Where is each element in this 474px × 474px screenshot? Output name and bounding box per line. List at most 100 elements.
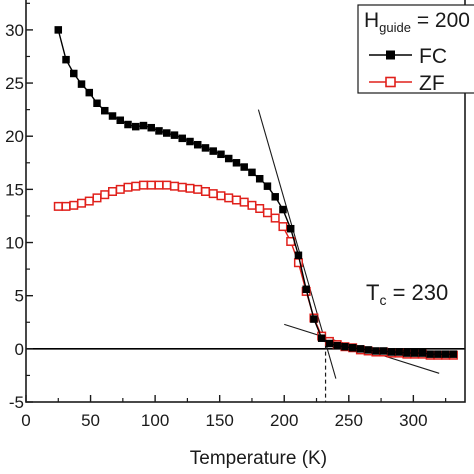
data-point <box>146 180 156 190</box>
data-point <box>208 189 218 199</box>
legend-label-zf: ZF <box>419 72 445 95</box>
y-tick-label: 20 <box>5 127 24 146</box>
data-point <box>186 137 194 146</box>
data-point <box>333 341 341 350</box>
data-point <box>263 182 272 190</box>
x-tick-label: 250 <box>335 411 363 430</box>
data-point <box>255 174 264 183</box>
data-point <box>395 348 403 356</box>
data-point <box>70 69 78 78</box>
data-point <box>100 190 110 200</box>
data-point <box>325 339 334 348</box>
x-tick-label: 200 <box>270 411 298 430</box>
data-point <box>84 196 94 206</box>
data-point <box>356 345 365 353</box>
legend-title-main: H <box>364 9 379 32</box>
legend-label-fc: FC <box>419 45 447 68</box>
data-point <box>139 121 148 130</box>
data-point <box>177 182 187 192</box>
data-point <box>85 88 94 97</box>
data-point <box>53 201 63 211</box>
x-tick-label: 100 <box>141 411 169 430</box>
data-point <box>108 186 118 196</box>
legend-marker-zf <box>385 76 396 88</box>
data-point <box>162 180 172 190</box>
data-point <box>132 122 140 131</box>
data-point <box>262 208 272 218</box>
data-point <box>379 347 388 355</box>
data-point <box>69 200 79 210</box>
tc-annotation-main: T <box>366 280 379 305</box>
data-point <box>279 205 287 214</box>
data-point <box>247 200 257 210</box>
data-point <box>193 140 202 149</box>
data-point <box>201 144 210 152</box>
data-point <box>364 346 372 354</box>
legend-title: Hguide = 200 <box>364 9 470 35</box>
data-point <box>77 80 86 88</box>
legend-title-value: = 200 <box>411 9 470 32</box>
series-line-fc <box>57 29 454 355</box>
data-point <box>170 131 179 139</box>
data-point <box>317 334 326 342</box>
legend-box <box>357 4 474 94</box>
data-point <box>302 285 310 294</box>
data-point <box>231 195 241 205</box>
data-point <box>434 350 442 358</box>
data-point <box>147 123 155 132</box>
data-point <box>426 350 434 358</box>
data-point <box>131 181 141 191</box>
data-point <box>449 350 458 358</box>
data-point <box>310 315 318 323</box>
data-point <box>92 193 102 203</box>
data-point <box>286 224 295 233</box>
data-point <box>418 349 427 357</box>
y-axis: -5 0 5 10 15 20 25 30 <box>5 2 33 412</box>
plot-frame <box>25 0 466 403</box>
data-point <box>372 347 380 355</box>
tc-annotation: Tc = 230 <box>366 280 448 308</box>
data-point <box>178 134 186 143</box>
x-axis-title: Temperature (K) <box>190 448 327 469</box>
legend-entries: FC ZF <box>369 45 447 95</box>
x-axis: 0 50 100 150 200 250 300 <box>21 395 447 430</box>
data-point <box>93 99 101 108</box>
y-tick-label: 10 <box>5 234 24 253</box>
y-tick-label: 25 <box>5 74 24 93</box>
data-point <box>216 191 226 201</box>
data-point <box>270 213 280 223</box>
data-point <box>248 168 256 177</box>
data-point <box>138 180 148 190</box>
data-point <box>123 182 133 192</box>
data-point <box>116 116 125 125</box>
data-point <box>54 26 63 34</box>
data-point <box>193 184 203 194</box>
series-points-zf <box>53 180 458 360</box>
legend-marker-fc <box>386 50 395 60</box>
data-point <box>341 342 349 351</box>
x-tick-label: 50 <box>81 411 100 430</box>
y-tick-label: 15 <box>5 180 24 199</box>
plot-area <box>26 26 465 402</box>
data-point <box>410 349 419 357</box>
y-tick-label: 30 <box>5 21 24 40</box>
series-points-fc <box>54 26 458 358</box>
y-tick-label: 5 <box>15 287 24 306</box>
tc-annotation-value: = 230 <box>386 280 448 305</box>
tc-annotation-subscript: c <box>379 292 386 308</box>
legend-title-subscript: guide <box>379 20 411 35</box>
data-point <box>162 129 171 137</box>
data-point <box>154 180 164 190</box>
data-point <box>387 348 396 356</box>
data-point <box>240 163 248 171</box>
x-tick-label: 300 <box>399 411 427 430</box>
data-point <box>62 55 70 64</box>
y-tick-label: 0 <box>15 340 24 359</box>
data-point <box>239 197 249 207</box>
data-point <box>278 222 288 232</box>
data-point <box>115 184 125 194</box>
legend: Hguide = 200 FC ZF <box>357 4 474 95</box>
data-point <box>200 186 210 196</box>
data-point <box>185 183 195 193</box>
data-point <box>61 201 71 211</box>
